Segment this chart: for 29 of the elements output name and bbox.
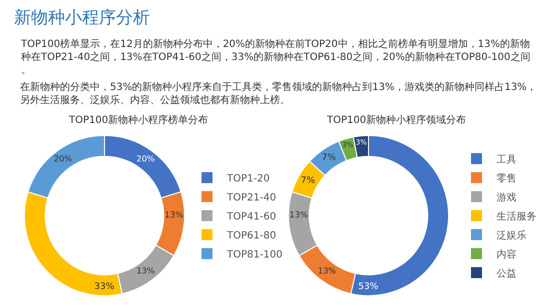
- legend-label: 公益: [496, 268, 516, 280]
- legend-label: TOP61-80: [226, 230, 276, 242]
- legend-label: 生活服务: [496, 210, 536, 222]
- data-label: 3%: [342, 140, 354, 149]
- legend-label: 内容: [496, 248, 516, 260]
- text: 在新物种的分类中，53%的新物种小程序来自于工具类，零售领域的新物种占到13%，游戏类的新物种同样占13%，另外生活服务、泛娱乐、内容、公益领域也都有新物种上榜。: [20, 81, 537, 106]
- data-label: 20%: [54, 153, 72, 164]
- data-label: 3%: [356, 137, 368, 146]
- data-label: 13%: [318, 266, 336, 276]
- legend-label: 零售: [496, 172, 516, 184]
- data-label: 13%: [136, 266, 155, 276]
- text: TOP100榜单显示，在12月的新物种分布中，20%的新物种在前TOP20中，相比之前榜单有明显增加，13%的新物种在TOP21-40之间，13%在TOP41-60之间，33%的新物种在TOP61-80之间，20%的新物种在TOP80-100之间。: [20, 38, 530, 76]
- legend-label: TOP21-40: [226, 192, 276, 204]
- text: 新物种小程序分析: [14, 8, 150, 28]
- chart-title: TOP100新物种小程序领域分布: [326, 114, 466, 126]
- legend-label: TOP81-100: [226, 250, 282, 260]
- legend-label: TOP41-60: [226, 212, 276, 222]
- chart-title: TOP100新物种小程序榜单分布: [68, 114, 208, 126]
- legend-label: TOP1-20: [226, 174, 270, 184]
- data-label: 13%: [164, 209, 184, 220]
- data-label: 20%: [136, 153, 155, 164]
- data-label: 7%: [322, 153, 336, 164]
- data-label: 33%: [94, 282, 115, 292]
- legend-label: 泛娱乐: [496, 230, 526, 242]
- data-label: 7%: [300, 176, 316, 186]
- data-label: 13%: [289, 209, 308, 220]
- data-label: 53%: [358, 282, 379, 292]
- legend-label: 工具: [496, 154, 516, 166]
- legend-label: 游戏: [496, 192, 516, 204]
